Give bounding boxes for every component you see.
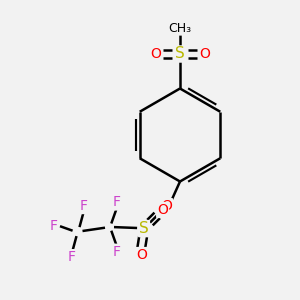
Text: F: F [50, 219, 57, 232]
Text: S: S [139, 221, 149, 236]
Text: F: F [113, 196, 121, 209]
Text: O: O [136, 248, 147, 262]
Text: O: O [150, 47, 161, 61]
Text: F: F [68, 250, 76, 264]
Text: O: O [161, 199, 172, 213]
Text: F: F [80, 199, 88, 213]
Text: O: O [157, 203, 168, 217]
Text: CH₃: CH₃ [168, 22, 192, 35]
Text: O: O [199, 47, 210, 61]
Text: S: S [175, 46, 185, 62]
Text: F: F [113, 245, 121, 259]
